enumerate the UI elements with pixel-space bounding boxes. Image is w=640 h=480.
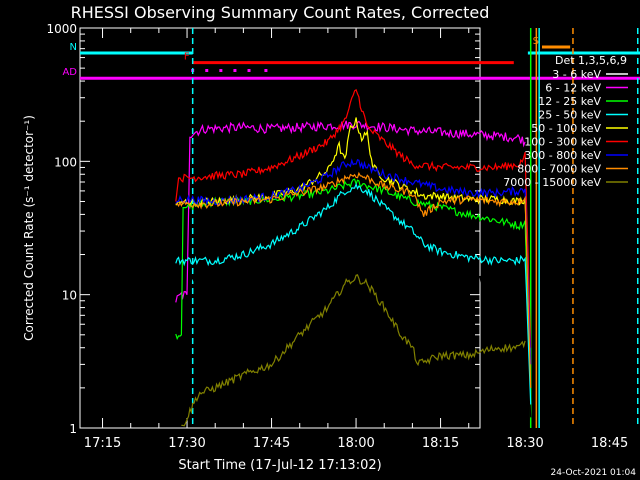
state-dot <box>219 69 223 73</box>
series-lines <box>175 88 532 427</box>
series-line <box>175 117 532 365</box>
x-tick-label: 17:15 <box>84 436 121 451</box>
y-axis-label: Corrected Count Rate (s⁻¹ detector⁻¹) <box>22 115 36 341</box>
series-line <box>175 120 526 303</box>
series-line <box>175 88 532 348</box>
y-axis-ticks: 1 10 100 1000 <box>46 22 480 436</box>
state-dot <box>233 69 237 73</box>
footer-timestamp: 24-Oct-2021 01:04 <box>551 468 637 478</box>
state-bar-label: AD <box>62 67 77 78</box>
state-bar-label: N <box>70 42 77 53</box>
legend-entry-label: 100 - 300 keV <box>524 136 601 149</box>
x-axis-label: Start Time (17-Jul-12 17:13:02) <box>178 458 381 473</box>
legend-entry-label: 800 - 7000 keV <box>517 163 601 176</box>
legend-entry-label: 300 - 800 keV <box>524 149 601 162</box>
series-line <box>175 171 532 388</box>
state-dot <box>264 69 268 73</box>
x-tick-label: 18:15 <box>422 436 459 451</box>
plot-frame <box>79 27 481 429</box>
series-line <box>175 182 532 405</box>
legend-title: Det 1,3,5,6,9 <box>555 54 627 67</box>
state-bar-label: F <box>184 52 190 63</box>
state-dot <box>205 69 209 73</box>
x-tick-label: 18:30 <box>506 436 543 451</box>
x-tick-label: 17:30 <box>168 436 205 451</box>
legend-entry-label: 25 - 50 keV <box>538 109 601 122</box>
state-dot <box>247 69 251 73</box>
legend-entry-label: 7000 - 15000 keV <box>503 176 601 189</box>
y-tick-label: 100 <box>54 155 77 169</box>
y-tick-label: 1000 <box>46 22 77 36</box>
x-tick-label: 18:45 <box>591 436 628 451</box>
series-line <box>181 274 526 427</box>
x-axis-ticks: 17:15 17:30 17:45 18:00 18:15 18:30 18:45 <box>84 28 628 451</box>
legend-entry-label: 12 - 25 keV <box>538 95 601 108</box>
x-tick-label: 18:00 <box>337 436 374 451</box>
legend-entry-label: 50 - 100 keV <box>531 122 601 135</box>
chart-title: RHESSI Observing Summary Count Rates, Co… <box>71 3 490 22</box>
x-tick-label: 17:45 <box>253 436 290 451</box>
legend-entry-label: 6 - 12 keV <box>545 82 601 95</box>
y-tick-label: 10 <box>62 289 77 303</box>
series-line <box>175 248 532 418</box>
legend-entry-label: 3 - 6 keV <box>552 68 601 81</box>
series-line <box>175 178 532 388</box>
y-tick-label: 1 <box>69 422 77 436</box>
series-line <box>175 158 532 365</box>
